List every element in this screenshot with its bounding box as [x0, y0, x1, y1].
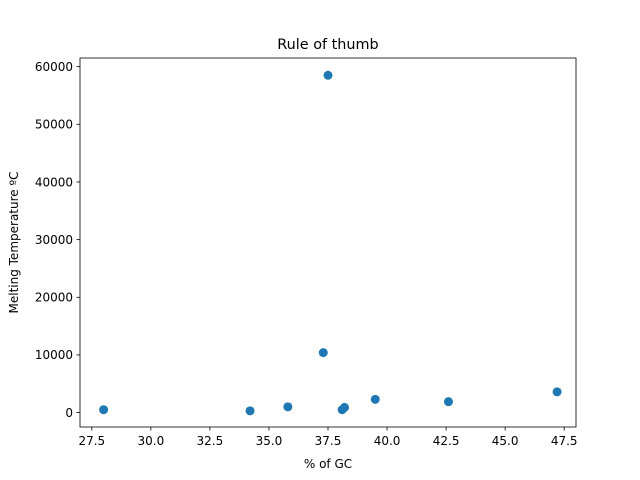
data-point: [245, 406, 255, 416]
x-tick-label: 47.5: [551, 434, 578, 448]
y-tick-label: 50000: [35, 118, 73, 132]
data-point: [283, 402, 293, 412]
data-point: [340, 402, 350, 412]
data-point: [370, 394, 380, 404]
data-point: [99, 405, 109, 415]
x-tick-label: 37.5: [315, 434, 342, 448]
x-tick-label: 40.0: [374, 434, 401, 448]
x-tick-label: 35.0: [256, 434, 283, 448]
data-point: [552, 387, 562, 397]
data-point: [318, 348, 328, 358]
chart-title: Rule of thumb: [277, 37, 378, 53]
data-points: [99, 70, 562, 416]
y-tick-label: 0: [65, 406, 73, 420]
y-tick-label: 40000: [35, 175, 73, 189]
x-tick-label: 42.5: [433, 434, 460, 448]
y-tick-label: 60000: [35, 60, 73, 74]
x-axis: 27.5 30.0 32.5 35.0 37.5 40.0 42.5 45.0 47.5: [78, 427, 578, 448]
data-point: [443, 397, 453, 407]
x-tick-label: 32.5: [197, 434, 224, 448]
y-axis-label: Melting Temperature ºC: [7, 171, 21, 313]
x-tick-label: 30.0: [137, 434, 164, 448]
y-axis: 0 10000 20000 30000 40000 50000 60000: [35, 60, 80, 420]
x-axis-label: % of GC: [304, 457, 352, 471]
x-tick-label: 45.0: [492, 434, 519, 448]
y-tick-label: 30000: [35, 233, 73, 247]
y-tick-label: 10000: [35, 348, 73, 362]
y-tick-label: 20000: [35, 291, 73, 305]
data-point: [323, 70, 333, 80]
x-tick-label: 27.5: [78, 434, 105, 448]
plot-frame: [79, 57, 577, 428]
